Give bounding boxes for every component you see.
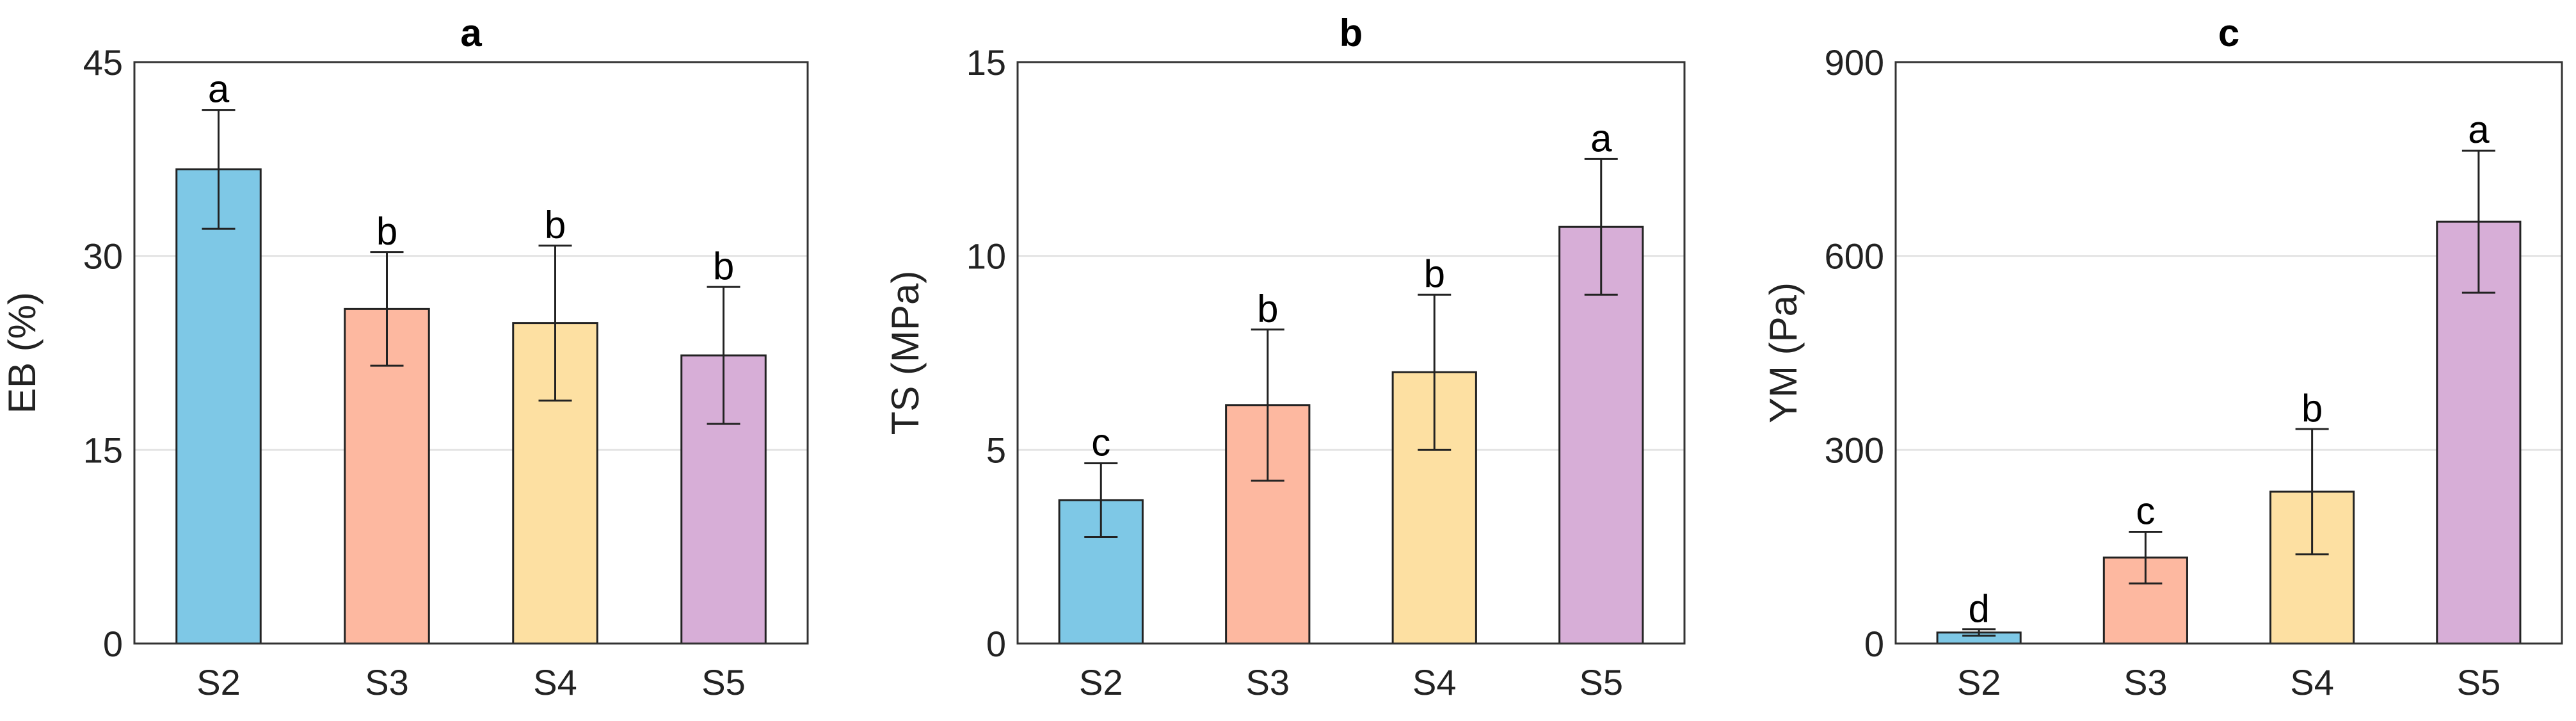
plot-frame bbox=[1016, 61, 1686, 645]
significance-label: b bbox=[545, 204, 566, 247]
y-tick-label: 0 bbox=[986, 624, 1006, 664]
error-bar-S4 bbox=[2295, 428, 2329, 556]
chart-panel-a: a S2 b S3 b S4 b S5 0 15 30 45 a EB (%) bbox=[1, 12, 809, 702]
error-bar-S4 bbox=[538, 245, 572, 402]
y-tick-label: 900 bbox=[1825, 42, 1884, 83]
y-tick-label: 300 bbox=[1825, 430, 1884, 470]
significance-label: b bbox=[376, 210, 397, 253]
x-tick-label: S3 bbox=[365, 662, 409, 702]
significance-label: b bbox=[1424, 252, 1445, 295]
plot-frame bbox=[133, 61, 809, 645]
y-tick-label: 0 bbox=[103, 624, 123, 664]
y-axis-label: TS (MPa) bbox=[884, 271, 927, 435]
error-bar-S3 bbox=[1251, 328, 1284, 482]
x-tick-label: S3 bbox=[1246, 662, 1290, 702]
error-bar-S5 bbox=[707, 286, 740, 425]
error-bar-S5 bbox=[2461, 149, 2495, 294]
panel-title: b bbox=[1340, 12, 1363, 54]
significance-label: c bbox=[1091, 421, 1110, 464]
panel-title: a bbox=[460, 12, 482, 54]
x-tick-label: S2 bbox=[196, 662, 241, 702]
error-bar-S2 bbox=[1962, 628, 1996, 637]
panel-title: c bbox=[2218, 12, 2239, 54]
y-tick-label: 600 bbox=[1825, 236, 1884, 277]
y-tick-label: 15 bbox=[966, 42, 1006, 83]
y-tick-label: 10 bbox=[966, 236, 1006, 277]
y-tick-label: 45 bbox=[83, 42, 123, 83]
y-tick-label: 5 bbox=[986, 430, 1006, 470]
x-tick-label: S4 bbox=[2290, 662, 2334, 702]
chart-panel-c: d S2 c S3 b S4 a S5 0 300 600 900 c YM (Pa) bbox=[1762, 12, 2563, 702]
error-bar-S4 bbox=[1418, 293, 1452, 451]
error-bar-S3 bbox=[370, 251, 404, 367]
x-tick-label: S4 bbox=[533, 662, 577, 702]
significance-label: b bbox=[2301, 387, 2323, 430]
y-tick-label: 30 bbox=[83, 236, 123, 277]
error-bar-S3 bbox=[2129, 530, 2163, 585]
plot-frame bbox=[1894, 61, 2563, 645]
x-tick-label: S2 bbox=[1079, 662, 1123, 702]
significance-label: b bbox=[713, 245, 734, 288]
significance-label: a bbox=[1590, 117, 1612, 159]
error-bar-S5 bbox=[1584, 158, 1618, 296]
x-tick-label: S5 bbox=[2457, 662, 2501, 702]
y-axis-label: EB (%) bbox=[1, 292, 44, 414]
y-tick-label: 0 bbox=[1864, 624, 1884, 664]
error-bar-S2 bbox=[1084, 462, 1118, 539]
significance-label: c bbox=[2136, 489, 2155, 532]
significance-label: a bbox=[2468, 108, 2490, 151]
x-tick-label: S4 bbox=[1412, 662, 1457, 702]
bar-S2 bbox=[175, 168, 262, 645]
y-axis-label: YM (Pa) bbox=[1762, 282, 1805, 423]
significance-label: d bbox=[1968, 587, 1989, 630]
x-tick-label: S2 bbox=[1957, 662, 2001, 702]
significance-label: a bbox=[208, 68, 230, 111]
x-tick-label: S5 bbox=[1580, 662, 1624, 702]
x-tick-label: S5 bbox=[701, 662, 746, 702]
x-tick-label: S3 bbox=[2124, 662, 2168, 702]
significance-label: b bbox=[1257, 288, 1278, 330]
y-tick-label: 15 bbox=[83, 430, 123, 470]
error-bar-S2 bbox=[202, 109, 236, 230]
chart-panel-b: c S2 b S3 b S4 a S5 0 5 10 15 b TS (MPa) bbox=[884, 12, 1686, 702]
